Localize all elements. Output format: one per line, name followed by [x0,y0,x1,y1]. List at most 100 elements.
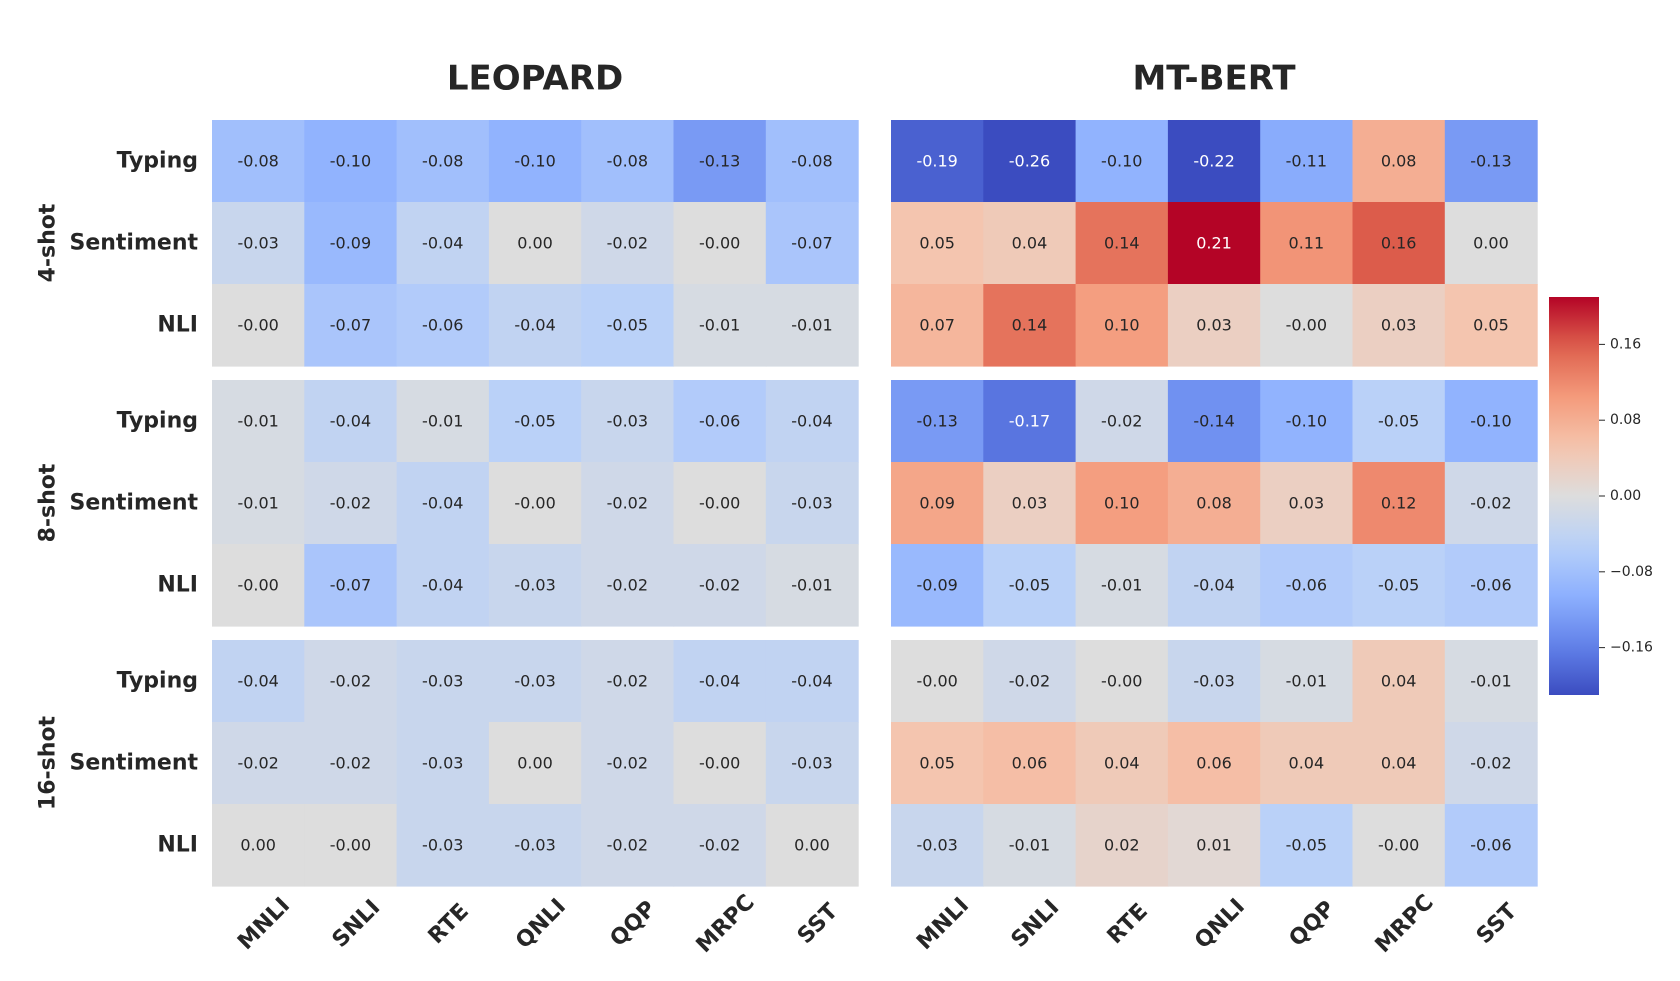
cell-value: -0.03 [916,836,957,855]
heatmap-cell [765,380,859,463]
cell-value: 0.00 [794,836,830,855]
cell-value: 0.00 [240,836,276,855]
heatmap-cell [1352,640,1446,723]
cell-value: -0.07 [330,576,371,595]
heatmap-cell [212,284,305,367]
heatmap-cell [212,804,305,887]
cell-value: -0.04 [791,412,832,431]
cell-value: -0.02 [607,672,648,691]
heatmap-cell [891,640,984,723]
cell-value: 0.09 [919,494,955,513]
heatmap-cell [1444,544,1538,627]
cell-value: -0.03 [791,754,832,773]
cell-value: -0.00 [237,316,278,335]
cell-value: -0.04 [514,316,555,335]
cell-value: -0.02 [330,672,371,691]
heatmap-cell [488,120,582,203]
heatmap-cell [396,202,490,285]
cell-value: -0.09 [330,234,371,253]
cell-value: -0.02 [607,234,648,253]
heatmap-cell [212,380,305,463]
heatmap-cell [1075,120,1169,203]
cell-value: 0.04 [1104,754,1140,773]
cell-value: -0.02 [607,494,648,513]
heatmap-cell [673,722,767,805]
heatmap-cell [396,462,490,545]
row-label: Sentiment [69,751,198,776]
heatmap-cell [983,120,1077,203]
heatmap-cell [1352,284,1446,367]
cell-value: 0.07 [919,316,955,335]
heatmap-cell [983,640,1077,723]
cell-value: -0.07 [791,234,832,253]
heatmap-cell [1352,120,1446,203]
cell-value: -0.01 [1009,836,1050,855]
heatmap-cell [1167,640,1261,723]
cell-value: -0.01 [237,412,278,431]
cell-value: 0.14 [1104,234,1140,253]
colorbar-tick-label: 0.16 [1610,336,1641,352]
cell-value: -0.19 [916,152,957,171]
cell-value: -0.08 [422,152,463,171]
cell-value: -0.03 [422,836,463,855]
heatmap-cell [1167,544,1261,627]
heatmap-cell [765,462,859,545]
cell-value: -0.03 [514,836,555,855]
heatmap-cell [673,544,767,627]
cell-value: 0.10 [1104,316,1140,335]
cell-value: -0.26 [1009,152,1050,171]
heatmap-cell [1260,120,1354,203]
cell-value: -0.04 [237,672,278,691]
heatmap-cell [1352,804,1446,887]
cell-value: -0.02 [330,754,371,773]
heatmap-cell [1167,722,1261,805]
cell-value: 0.11 [1289,234,1325,253]
heatmap-cell [581,804,675,887]
cell-value: -0.00 [1101,672,1142,691]
heatmap-cell [673,380,767,463]
heatmap-cell [1444,284,1538,367]
shot-group-label: 16-shot [36,715,61,810]
cell-value: 0.10 [1104,494,1140,513]
heatmap-cell [488,462,582,545]
cell-value: -0.04 [422,494,463,513]
cell-value: -0.03 [237,234,278,253]
cell-value: 0.03 [1289,494,1325,513]
heatmap-cell [673,120,767,203]
heatmap-cell [1167,202,1261,285]
cell-value: -0.05 [1378,412,1419,431]
cell-value: -0.04 [422,576,463,595]
heatmap-cell [212,202,305,285]
cell-value: -0.17 [1009,412,1050,431]
heatmap-cell [1260,722,1354,805]
cell-value: 0.21 [1196,234,1232,253]
heatmap-cell [765,202,859,285]
cell-value: 0.06 [1012,754,1048,773]
cell-value: -0.10 [330,152,371,171]
heatmap-cell [1444,462,1538,545]
heatmap-cell [304,120,398,203]
cell-value: 0.08 [1381,152,1417,171]
column-label: QNLI [511,894,571,954]
cell-value: -0.06 [699,412,740,431]
cell-value: -0.08 [791,152,832,171]
column-label: SNLI [1007,895,1065,953]
heatmap-cell [1260,284,1354,367]
cell-value: -0.02 [1009,672,1050,691]
heatmap-cell [1352,722,1446,805]
heatmap-cell [1075,722,1169,805]
cell-value: -0.03 [514,672,555,691]
heatmap-cell [891,804,984,887]
cell-value: -0.00 [1286,316,1327,335]
cell-value: -0.02 [237,754,278,773]
heatmap-cell [1167,804,1261,887]
heatmap-cell [1444,804,1538,887]
cell-value: -0.13 [1470,152,1511,171]
heatmap-cell [891,544,984,627]
cell-value: -0.02 [1101,412,1142,431]
cell-value: -0.08 [237,152,278,171]
cell-value: -0.00 [916,672,957,691]
column-label: RTE [424,899,474,949]
heatmap-cell [304,544,398,627]
heatmap-cell [891,284,984,367]
